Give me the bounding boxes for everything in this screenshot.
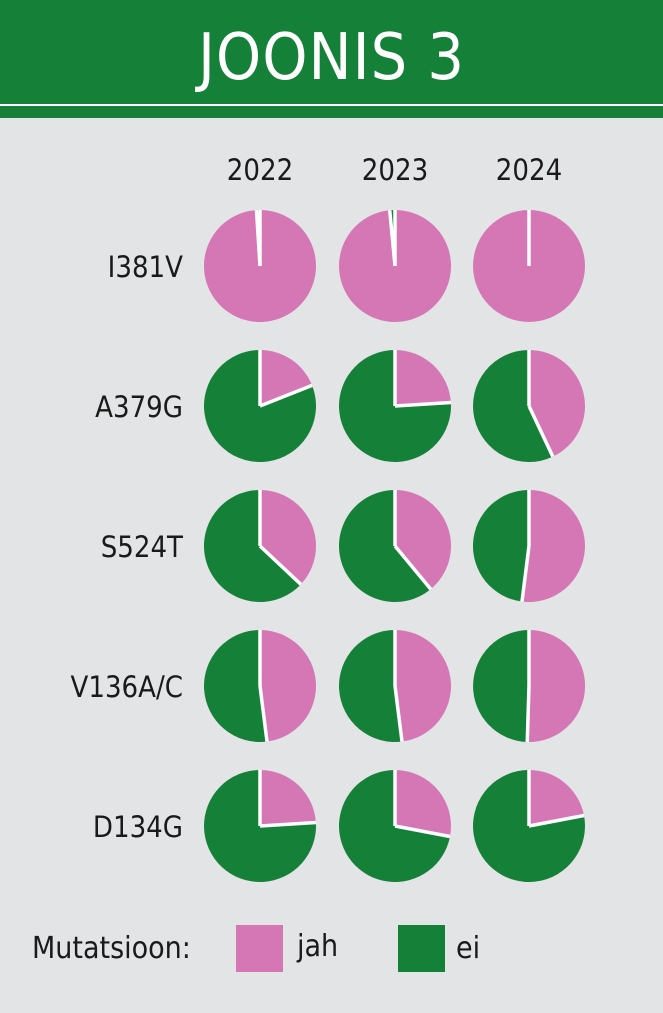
pie-slice-ei [339,490,431,602]
pie-slice-ei [472,350,553,462]
pie-slice-jah [527,629,586,742]
pie-slice-jah [529,350,585,457]
pie-slice-jah [395,770,452,837]
pie-separator [520,545,531,602]
legend-label-ei: ei [456,931,481,966]
pie-slice-jah [529,770,585,826]
pie-separator [258,685,269,742]
pie-slice-ei [203,490,301,602]
row-label: S524T [101,530,184,564]
pie-slice-jah [395,629,452,742]
legend-title: Mutatsioon: [32,931,191,966]
pie-slice-ei [472,490,529,602]
pie-separator [528,813,585,828]
pie-slice-ei [339,630,403,742]
legend-label-jah: jah [297,929,339,964]
pie-slice-jah [521,490,585,602]
legend-swatch-jah [236,925,283,972]
pie-separator [387,210,397,267]
column-label: 2024 [496,153,562,187]
pie-slice-jah [395,490,452,590]
pie-separator [527,405,555,458]
pie-separator [259,383,313,408]
row-label: I381V [108,250,183,284]
row-label: A379G [95,390,183,424]
pie-slice-ei [473,630,529,742]
pie-separator [254,210,262,267]
pie-slice-jah [260,350,313,406]
pie-separator [393,685,404,742]
pie-separator [258,544,303,586]
header-bar [0,0,663,118]
column-label: 2023 [362,153,428,187]
pie-separator [259,820,316,828]
header-divider [0,104,663,106]
column-label: 2022 [227,153,293,187]
pie-separator [393,544,433,591]
pie-slice-jah [260,629,317,742]
row-label: V136A/C [71,670,184,704]
legend-swatch-ei [398,925,445,972]
pie-separator [394,400,451,408]
row-label: D134G [93,810,183,844]
pie-slice-jah [260,490,316,585]
pie-separator [394,824,451,839]
pie-slice-jah [260,770,316,826]
pie-separator [525,685,531,743]
pie-slice-jah [395,350,451,406]
chart-title: JOONIS 3 [197,21,466,95]
pie-slice-ei [204,630,268,742]
